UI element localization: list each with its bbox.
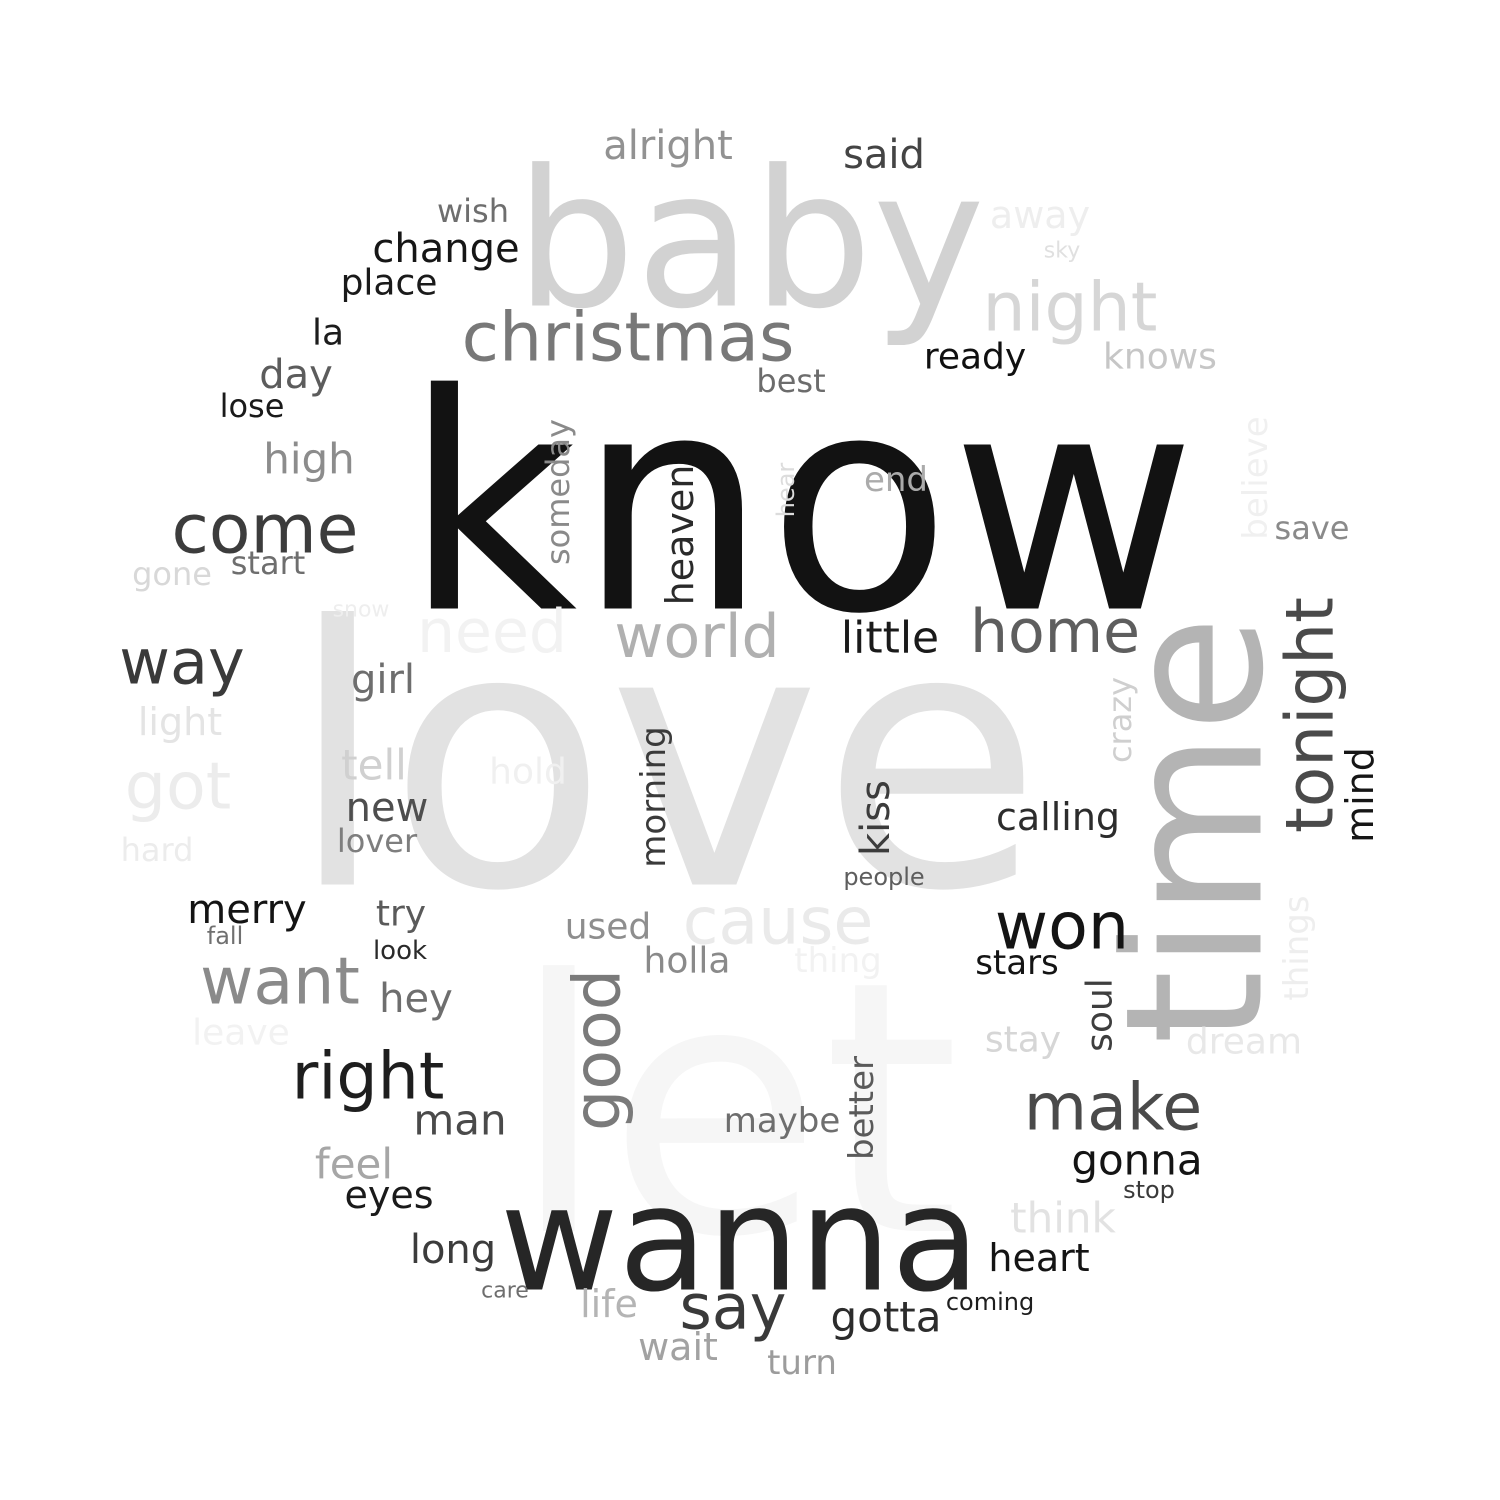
word-make: make [1024, 1071, 1202, 1146]
word-christmas: christmas [462, 299, 795, 378]
word-change: change [372, 226, 519, 272]
word-stars: stars [975, 943, 1059, 983]
word-dream: dream [1186, 1022, 1302, 1063]
word-mind: mind [1338, 747, 1382, 843]
word-ready: ready [924, 337, 1026, 378]
word-baby: baby [515, 130, 985, 351]
word-long: long [410, 1227, 496, 1273]
word-time: time [1085, 615, 1306, 1044]
word-used: used [565, 907, 652, 948]
word-world: world [614, 602, 779, 672]
word-feel: feel [315, 1140, 393, 1189]
word-day: day [259, 352, 333, 398]
word-lover: lover [337, 822, 418, 860]
word-life: life [580, 1282, 638, 1326]
word-crazy: crazy [1101, 677, 1139, 763]
word-new: new [346, 785, 429, 831]
word-fall: fall [207, 922, 244, 950]
word-good: good [561, 969, 636, 1131]
word-end: end [864, 460, 928, 500]
word-hard: hard [121, 831, 194, 869]
word-better: better [842, 1056, 882, 1160]
word-hold: hold [489, 752, 567, 793]
word-sky: sky [1044, 239, 1080, 264]
word-alright: alright [603, 123, 733, 169]
word-hey: hey [379, 976, 453, 1022]
word-wait: wait [638, 1325, 718, 1369]
word-night: night [983, 269, 1158, 348]
word-stop: stop [1123, 1176, 1175, 1204]
word-tell: tell [341, 741, 407, 790]
word-turn: turn [767, 1343, 837, 1383]
word-think: think [1010, 1194, 1116, 1243]
word-leave: leave [192, 1013, 290, 1054]
word-believe: believe [1236, 416, 1276, 539]
word-gonna: gonna [1071, 1136, 1202, 1185]
word-want: want [200, 945, 360, 1020]
word-way: way [119, 626, 244, 699]
word-holla: holla [644, 941, 731, 982]
word-thing: thing [794, 941, 881, 981]
word-said: said [843, 132, 925, 178]
word-come: come [171, 491, 358, 570]
word-merry: merry [187, 887, 306, 933]
word-try: try [376, 894, 426, 935]
word-heart: heart [988, 1236, 1089, 1280]
word-won: won [995, 890, 1129, 965]
word-soul: soul [1080, 978, 1121, 1052]
word-la: la [312, 313, 344, 354]
word-place: place [341, 263, 438, 304]
word-little: little [841, 613, 939, 664]
word-girl: girl [351, 657, 415, 703]
word-lose: lose [220, 387, 285, 425]
word-gone: gone [132, 555, 212, 593]
word-light: light [138, 700, 222, 744]
word-best: best [756, 362, 825, 400]
word-home: home [970, 597, 1140, 667]
word-away: away [990, 193, 1090, 237]
word-say: say [680, 1271, 787, 1344]
word-things: things [1277, 895, 1317, 1000]
word-eyes: eyes [344, 1173, 433, 1217]
word-wanna: wanna [500, 1156, 980, 1325]
word-man: man [413, 1096, 506, 1145]
word-stay: stay [985, 1020, 1061, 1061]
word-people: people [843, 863, 924, 891]
word-gotta: gotta [830, 1293, 941, 1342]
word-save: save [1275, 509, 1350, 547]
word-start: start [231, 544, 306, 582]
word-cause: cause [683, 885, 874, 960]
word-need: need [417, 597, 567, 667]
word-high: high [263, 435, 355, 484]
word-got: got [125, 750, 232, 825]
word-coming: coming [946, 1288, 1034, 1316]
word-tonight: tonight [1272, 597, 1349, 833]
word-someday: someday [539, 419, 577, 565]
word-right: right [292, 1040, 445, 1115]
word-snow: snow [333, 598, 390, 623]
word-wish: wish [437, 192, 509, 230]
word-know: know [404, 331, 1197, 680]
word-care: care [481, 1279, 529, 1304]
word-knows: knows [1103, 337, 1217, 378]
word-look: look [373, 936, 427, 966]
word-morning: morning [634, 726, 674, 867]
word-maybe: maybe [724, 1101, 841, 1141]
word-love: love [288, 551, 1043, 970]
word-calling: calling [996, 795, 1120, 839]
word-heaven: heaven [658, 465, 702, 606]
word-hear: hear [772, 463, 800, 518]
word-kiss: kiss [853, 780, 899, 856]
word-let: let [510, 906, 960, 1314]
